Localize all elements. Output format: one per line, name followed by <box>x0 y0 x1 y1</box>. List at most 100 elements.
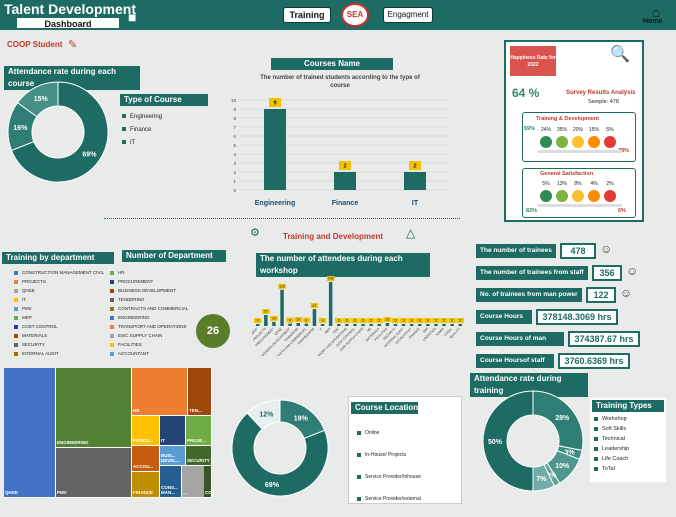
workshop-value-label: 148 <box>328 277 334 281</box>
slice-label-engineering: 69% <box>82 151 97 158</box>
training-type-legend-item: Leadership <box>594 444 666 454</box>
face-percent: 13% <box>557 181 568 187</box>
workshop-bar <box>377 324 381 326</box>
department-name: FACILITIES <box>118 342 142 347</box>
team-icon: ☺ <box>620 286 633 300</box>
slice-total <box>482 390 534 492</box>
data-label-bg-engineering <box>269 98 281 107</box>
training-type-name: Soft Skills <box>602 426 627 432</box>
presentation-board-icon: ■ <box>128 9 137 25</box>
department-name: TRANSPORT AND OPERATIONS <box>118 324 187 329</box>
workshop-bar <box>426 324 430 326</box>
workshop-value-bg <box>407 318 416 323</box>
survey-title: Survey Results Analysis <box>566 90 636 96</box>
legend-item-engineering: Engineering <box>122 112 162 122</box>
workshop-value-bg <box>440 318 448 323</box>
legend-bullet <box>357 452 361 457</box>
bar-engineering <box>264 109 286 190</box>
workshop-value-bg <box>254 318 262 323</box>
workshop-value-label: 6 <box>354 319 356 323</box>
legend-color-swatch <box>14 315 18 320</box>
legend-color-swatch <box>110 342 114 347</box>
workshop-value-label: 8 <box>305 318 307 322</box>
department-legend-item: ESIC SUPPLY CHAIN <box>110 331 188 340</box>
department-legend-item: MEP <box>14 313 104 322</box>
slice-label-technical: 10% <box>555 463 570 470</box>
workshop-value-label: 5 <box>394 319 396 323</box>
department-legend-item: ENGINEERING <box>110 313 188 322</box>
stat-value: 356 <box>592 265 622 281</box>
training-type-legend-item: Soft Skills <box>594 424 666 434</box>
courses-subtitle: The number of trained students according… <box>260 75 420 89</box>
workshop-value-label: 57 <box>312 304 316 308</box>
workshop-value-bg <box>367 318 375 323</box>
engagement-button[interactable]: Engagment <box>383 7 433 23</box>
workshop-value-bg <box>294 317 302 323</box>
stat-row: No. of trainees from man power 122 ☺ <box>476 284 666 306</box>
home-label[interactable]: Home <box>643 18 663 25</box>
treemap-tile-label: ACCOU... <box>133 464 154 469</box>
workshop-category-label: BIM <box>422 327 429 334</box>
y-tick-label: 4 <box>233 152 236 157</box>
department-name: QHSE <box>22 288 35 293</box>
slice-label-service-provider-external: 12% <box>259 412 274 419</box>
workshop-value-label: 6 <box>338 319 340 323</box>
smiley-icon <box>588 190 600 202</box>
workshop-category-label: HR <box>366 326 373 333</box>
department-name: ESIC SUPPLY CHAIN <box>118 333 163 338</box>
workshop-chart-title: The number of attendees during each work… <box>256 253 430 277</box>
department-legend-item: BUSINESS DEVELOPMENT <box>110 286 188 295</box>
training-development-box <box>522 112 636 162</box>
workshop-value-label: 6 <box>451 319 453 323</box>
legend-color-swatch <box>14 297 18 302</box>
workshop-value-bg <box>424 318 432 323</box>
department-name: PROCUREMENT <box>118 279 154 284</box>
location-name: Service Provider/external <box>365 496 421 502</box>
workshop-value-bg <box>448 318 456 323</box>
training-type-name: Life Coach <box>602 456 629 462</box>
smiley-icon <box>572 190 584 202</box>
department-legend-item: PROJECTS <box>14 277 104 286</box>
company-logo: SEA <box>341 3 369 27</box>
slice-in-house-projects <box>231 412 329 497</box>
course-type-legend-title: Type of Course <box>120 94 208 106</box>
training-by-department-title: Training by department <box>2 252 114 264</box>
training-type-legend-item: Workshop <box>594 414 666 424</box>
face-percent: 20% <box>573 127 584 133</box>
stat-label: The number of trainees from staff <box>476 266 588 280</box>
dashboard-tab[interactable]: Dashboard <box>16 17 120 29</box>
treemap-tile-label: PROCU... <box>133 438 154 443</box>
treemap-tile-procu: PROCU... <box>132 416 159 445</box>
training-button[interactable]: Training <box>283 7 331 23</box>
treemap-tile-it: IT <box>160 416 185 445</box>
treemap-tile-label: TEN... <box>189 408 202 413</box>
workshop-value-label: 6 <box>257 319 259 323</box>
legend-item-it: IT <box>122 138 162 148</box>
attendance-course-title: Attendance rate during each course <box>4 66 140 90</box>
student-icon: ✎ <box>68 39 78 51</box>
legend-color-swatch <box>110 288 114 293</box>
workshop-value-bg <box>351 318 359 323</box>
workshop-value-label: 5 <box>403 319 405 323</box>
workshop-value-bg <box>456 318 464 323</box>
workshop-bar <box>264 315 268 326</box>
department-name: CONTRACTS AND COMMERCIAL <box>118 306 189 311</box>
legend-item-finance: Finance <box>122 125 162 135</box>
workshop-value-label: 5 <box>378 319 380 323</box>
happiness-rate-value: 64 % <box>512 86 540 100</box>
graduate-icon: △ <box>406 226 416 240</box>
department-legend-item: QHSE <box>14 286 104 295</box>
home-icon[interactable]: ⌂ <box>651 4 661 20</box>
location-legend-item: Service Provider/Inhouse <box>357 472 461 482</box>
treemap-tile-busi-devel: BUSI... DEVEL... <box>160 446 185 465</box>
smiley-icon <box>540 136 552 148</box>
gs-left-value: 83% <box>526 208 538 214</box>
treemap-tile-label: QHSE <box>5 490 18 495</box>
department-name: PROJECTS <box>22 279 47 284</box>
department-name: SECURITY <box>22 342 45 347</box>
stat-row: Course Hours 378148.3069 hrs <box>476 306 666 328</box>
attendance-course-donut: 69% 16% 15% <box>7 81 109 183</box>
workshop-value-label: 6 <box>427 319 429 323</box>
workshop-bar <box>409 324 414 326</box>
legend-color-swatch <box>110 315 114 320</box>
